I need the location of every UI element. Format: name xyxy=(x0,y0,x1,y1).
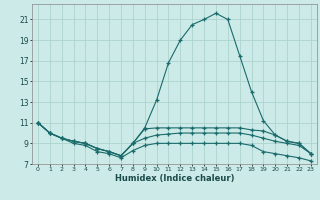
X-axis label: Humidex (Indice chaleur): Humidex (Indice chaleur) xyxy=(115,174,234,183)
